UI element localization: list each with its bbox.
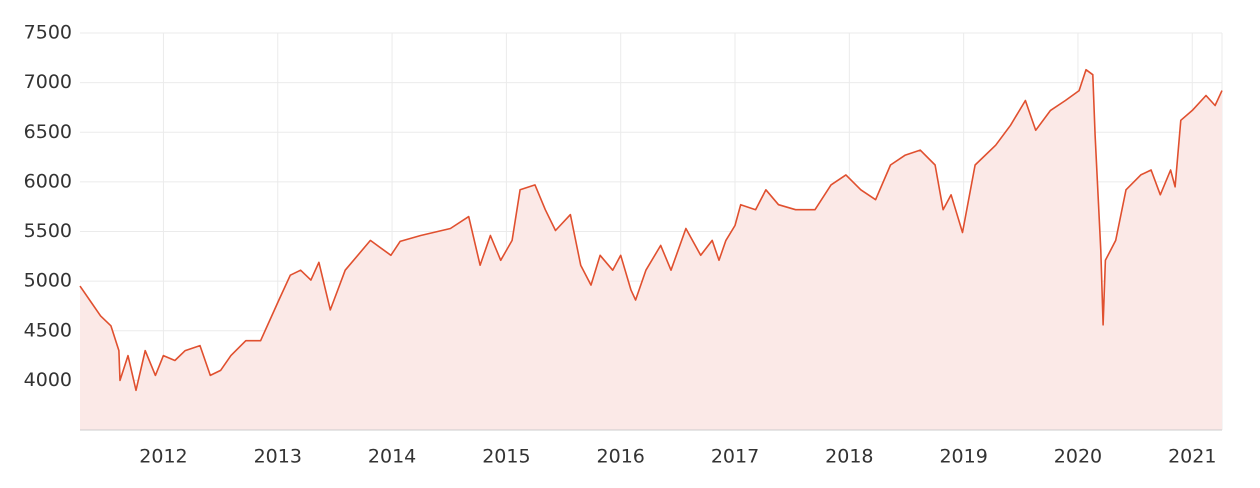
y-tick-label: 5000 bbox=[24, 270, 72, 292]
x-tick-label: 2019 bbox=[939, 446, 987, 468]
x-tick-label: 2012 bbox=[139, 446, 187, 468]
y-tick-label: 7500 bbox=[24, 22, 72, 44]
x-tick-label: 2016 bbox=[597, 446, 645, 468]
x-tick-label: 2014 bbox=[368, 446, 416, 468]
y-tick-label: 5500 bbox=[24, 220, 72, 242]
x-tick-label: 2013 bbox=[254, 446, 302, 468]
y-tick-label: 6500 bbox=[24, 121, 72, 143]
x-tick-label: 2018 bbox=[825, 446, 873, 468]
y-tick-label: 6000 bbox=[24, 170, 72, 192]
y-tick-label: 4000 bbox=[24, 369, 72, 391]
y-tick-label: 7000 bbox=[24, 71, 72, 93]
x-tick-label: 2020 bbox=[1054, 446, 1102, 468]
area bbox=[80, 69, 1222, 430]
line bbox=[79, 68, 1223, 392]
y-tick-label: 4500 bbox=[24, 319, 72, 341]
x-tick-label: 2021 bbox=[1168, 446, 1216, 468]
x-tick-label: 2017 bbox=[711, 446, 759, 468]
x-tick-label: 2015 bbox=[482, 446, 530, 468]
